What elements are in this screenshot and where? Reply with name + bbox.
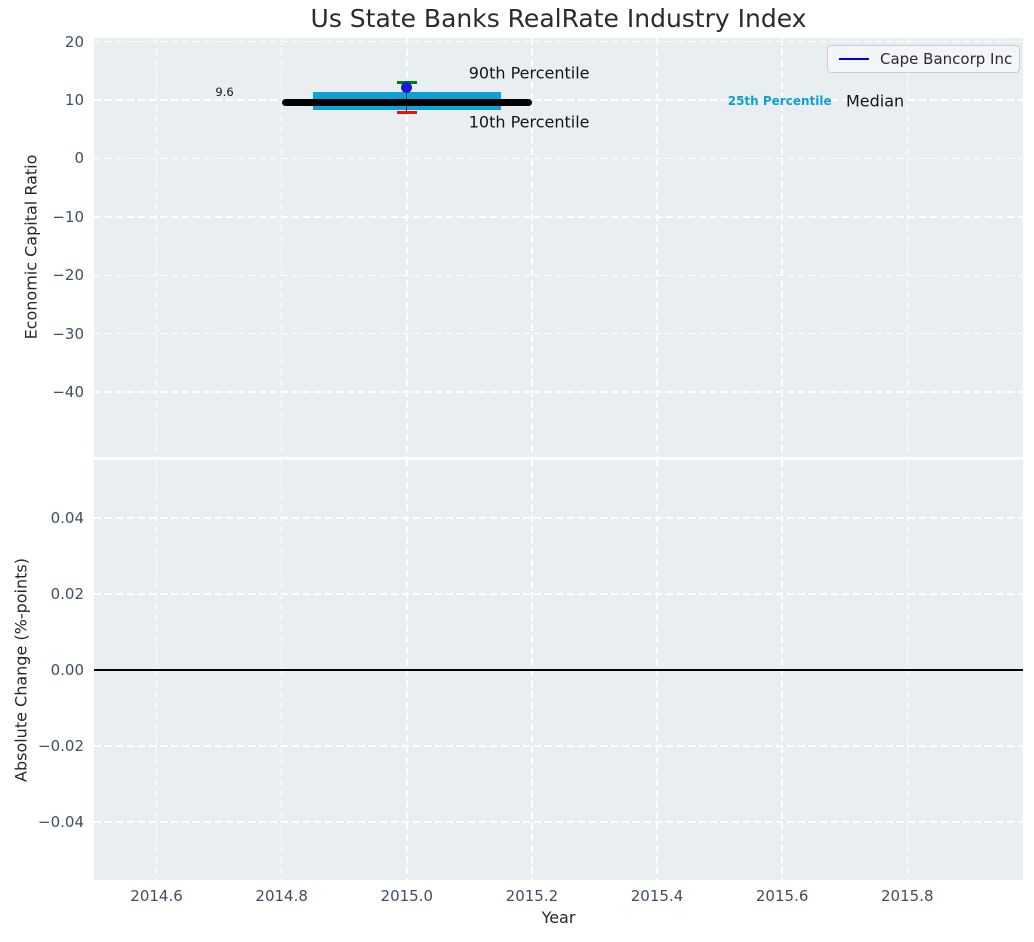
y-tick-label: −30 xyxy=(52,324,84,343)
p10-cap xyxy=(396,110,417,114)
y-axis-label-top: Economic Capital Ratio xyxy=(21,154,41,340)
y-tick-label: −40 xyxy=(52,383,84,402)
gridline-h xyxy=(94,99,1023,101)
gridline-v xyxy=(656,38,658,457)
gridline-v xyxy=(781,38,783,457)
y-tick-label: −0.02 xyxy=(38,736,84,755)
y-tick-label: 0.04 xyxy=(50,509,84,528)
top-plot-area xyxy=(94,38,1023,457)
x-tick-label: 2015.8 xyxy=(881,887,934,905)
legend-line-icon xyxy=(839,58,869,60)
annotation-p90: 90th Percentile xyxy=(468,63,590,83)
annotation-p10: 10th Percentile xyxy=(468,112,590,132)
y-tick-label: 0.00 xyxy=(50,661,84,679)
gridline-v xyxy=(906,38,909,457)
annotation-median_value: 9.6 xyxy=(215,85,234,100)
gridline-v xyxy=(280,38,283,457)
legend: Cape Bancorp Inc xyxy=(827,45,1020,73)
y-tick-label: 20 xyxy=(64,32,84,51)
gridline-h xyxy=(94,593,1023,595)
gridline-h xyxy=(94,274,1023,276)
gridline-v xyxy=(155,38,158,457)
x-tick-label: 2015.4 xyxy=(630,887,684,905)
gridline-h xyxy=(94,745,1023,747)
y-tick-label: 10 xyxy=(64,90,84,109)
x-tick-label: 2015.2 xyxy=(505,887,559,905)
x-tick-label: 2014.6 xyxy=(130,887,183,905)
gridline-v xyxy=(406,38,408,457)
x-tick-label: 2015.6 xyxy=(755,887,809,905)
gridline-v xyxy=(531,38,533,457)
gridline-h xyxy=(94,216,1023,218)
bottom-plot-area xyxy=(94,460,1023,880)
legend-label: Cape Bancorp Inc xyxy=(880,50,1013,68)
annotation-p25: 25th Percentile xyxy=(727,93,832,108)
y-tick-label: 0 xyxy=(74,149,84,168)
x-axis-label: Year xyxy=(541,908,576,927)
gridline-h xyxy=(94,391,1023,393)
chart-title: Us State Banks RealRate Industry Index xyxy=(310,4,807,33)
y-tick-label: 0.02 xyxy=(50,585,84,604)
x-tick-label: 2014.8 xyxy=(255,887,308,905)
y-tick-label: −10 xyxy=(52,207,84,226)
gridline-h xyxy=(94,821,1023,823)
median-line xyxy=(281,98,532,106)
gridline-h xyxy=(94,157,1023,160)
y-tick-label: −20 xyxy=(52,266,84,285)
gridline-h xyxy=(94,517,1023,519)
x-tick-label: 2015.0 xyxy=(380,887,434,905)
annotation-median: Median xyxy=(845,91,905,111)
whisker-line xyxy=(406,82,408,113)
y-axis-label-bottom: Absolute Change (%-points) xyxy=(11,558,31,782)
gridline-h xyxy=(94,40,1023,43)
zero-line xyxy=(94,669,1023,671)
gridline-h xyxy=(94,332,1023,335)
y-tick-label: −0.04 xyxy=(38,812,84,831)
company-dot xyxy=(401,82,413,94)
